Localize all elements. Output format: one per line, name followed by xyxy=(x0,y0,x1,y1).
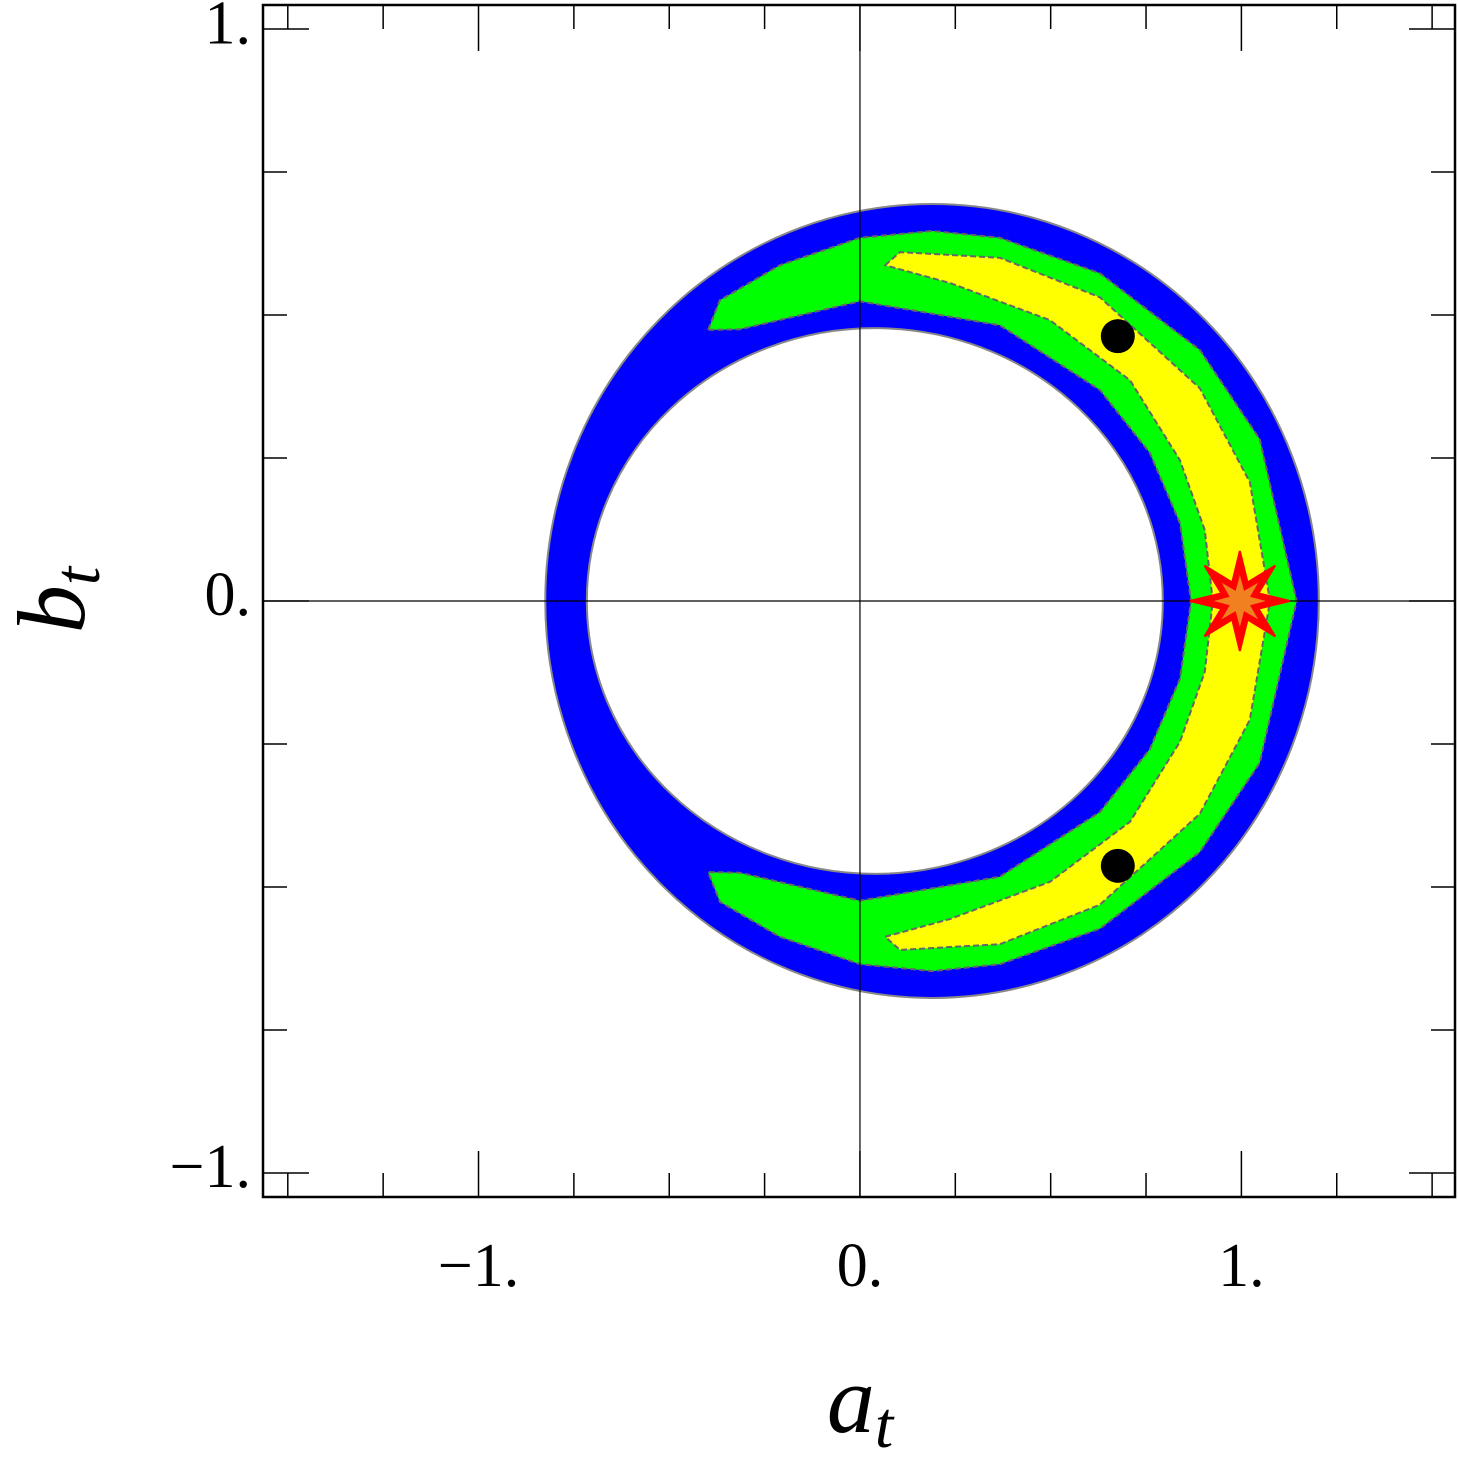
contour-region xyxy=(884,251,1272,951)
x-label-main: a xyxy=(827,1346,875,1453)
y-label-main: b xyxy=(0,585,105,633)
point-marker xyxy=(1100,848,1135,883)
contour-region xyxy=(707,229,1298,973)
point-marker xyxy=(1100,319,1135,354)
y-tick-label: 0. xyxy=(205,561,252,629)
star-center xyxy=(1213,575,1266,627)
y-label-sub: t xyxy=(41,565,114,585)
x-axis-label: at xyxy=(827,1346,895,1458)
x-tick-label: 0. xyxy=(837,1232,884,1300)
x-label-sub: t xyxy=(875,1389,895,1458)
y-tick-label: −1. xyxy=(170,1133,251,1201)
y-axis-label: bt xyxy=(0,565,114,633)
x-tick-label: 1. xyxy=(1218,1232,1265,1300)
x-tick-label: −1. xyxy=(438,1232,519,1300)
y-tick-label: 1. xyxy=(205,0,252,57)
